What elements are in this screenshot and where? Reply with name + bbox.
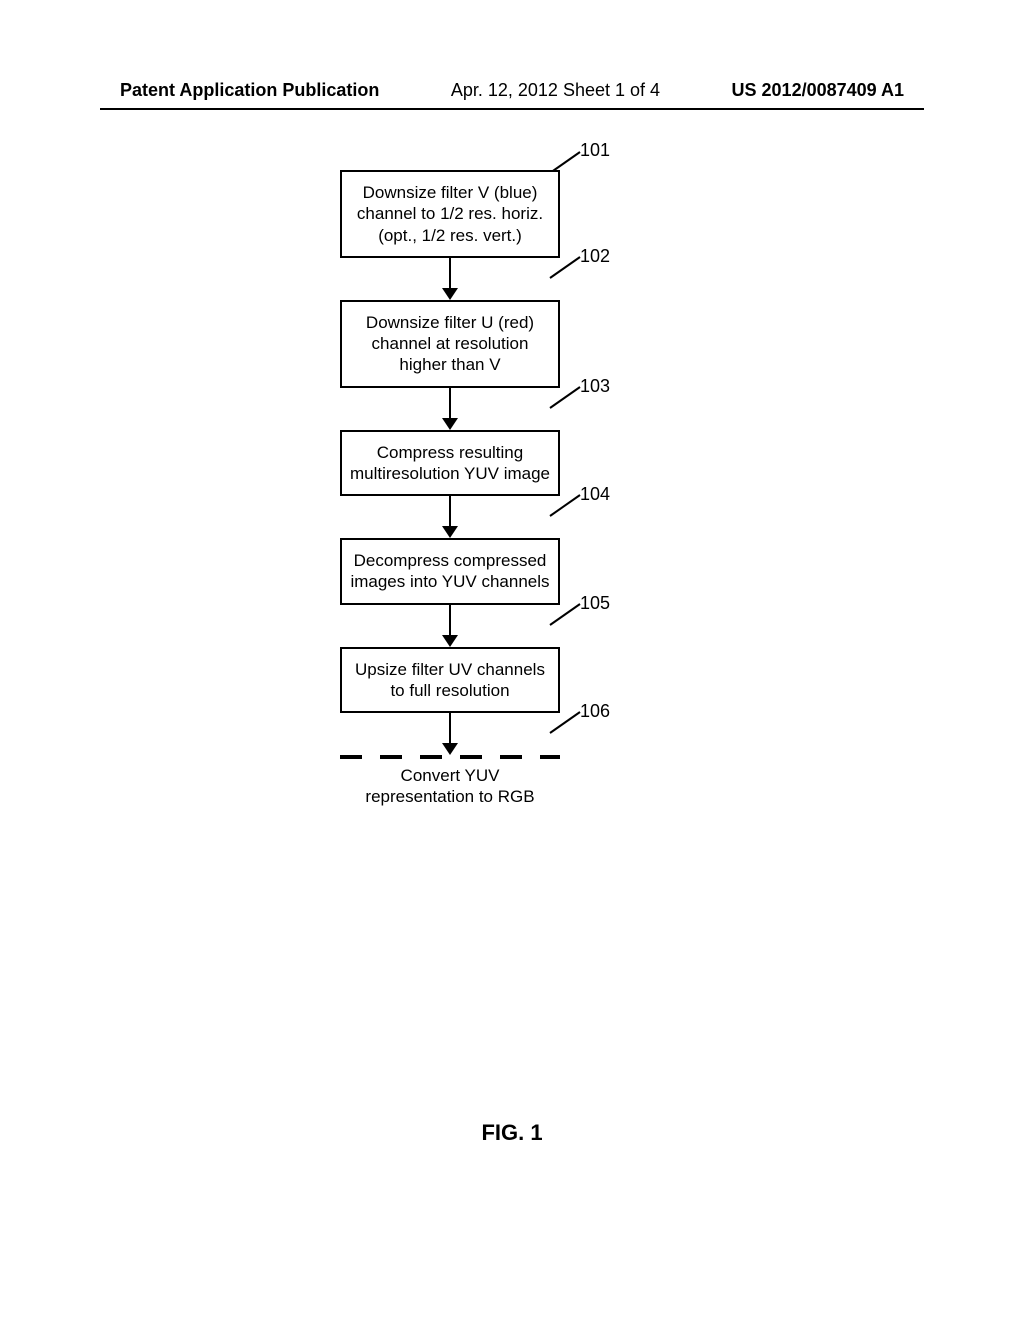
flow-box-102: Downsize filter U (red) channel at resol… [340,300,560,388]
ref-label-104: 104 [580,484,610,505]
arrow-4: 105 [340,605,560,647]
arrow-head-icon [442,526,458,538]
page-header: Patent Application Publication Apr. 12, … [0,80,1024,101]
flow-box-106: Convert YUV representation to RGB [340,755,560,818]
flow-box-103: Compress resulting multiresolution YUV i… [340,430,560,497]
arrow-head-icon [442,635,458,647]
arrow-line [449,496,451,528]
arrow-line [449,713,451,745]
ref-label-102: 102 [580,246,610,267]
arrow-2: 103 [340,388,560,430]
flowchart: 101 Downsize filter V (blue) channel to … [340,170,560,818]
arrow-head-icon [442,743,458,755]
flow-box-104-text: Decompress compressed images into YUV ch… [350,551,549,591]
header-sheet: Apr. 12, 2012 Sheet 1 of 4 [451,80,660,101]
flow-box-101-text: Downsize filter V (blue) channel to 1/2 … [357,183,543,245]
arrow-line [449,258,451,290]
header-rule [100,108,924,110]
header-pubnum: US 2012/0087409 A1 [732,80,904,101]
arrow-line [449,605,451,637]
arrow-1: 102 [340,258,560,300]
ref-label-101: 101 [580,140,610,161]
arrow-head-icon [442,418,458,430]
flow-box-102-text: Downsize filter U (red) channel at resol… [366,313,534,375]
arrow-3: 104 [340,496,560,538]
ref-label-105: 105 [580,593,610,614]
ref-label-106: 106 [580,701,610,722]
flow-box-104: Decompress compressed images into YUV ch… [340,538,560,605]
flow-box-103-text: Compress resulting multiresolution YUV i… [350,443,550,483]
flow-box-105-text: Upsize filter UV channels to full resolu… [355,660,545,700]
flow-box-106-text: Convert YUV representation to RGB [365,766,534,806]
arrow-line [449,388,451,420]
flow-box-101: Downsize filter V (blue) channel to 1/2 … [340,170,560,258]
arrow-head-icon [442,288,458,300]
figure-label: FIG. 1 [0,1120,1024,1146]
flow-box-105: Upsize filter UV channels to full resolu… [340,647,560,714]
header-publication: Patent Application Publication [120,80,379,101]
ref-label-103: 103 [580,376,610,397]
arrow-5: 106 [340,713,560,755]
